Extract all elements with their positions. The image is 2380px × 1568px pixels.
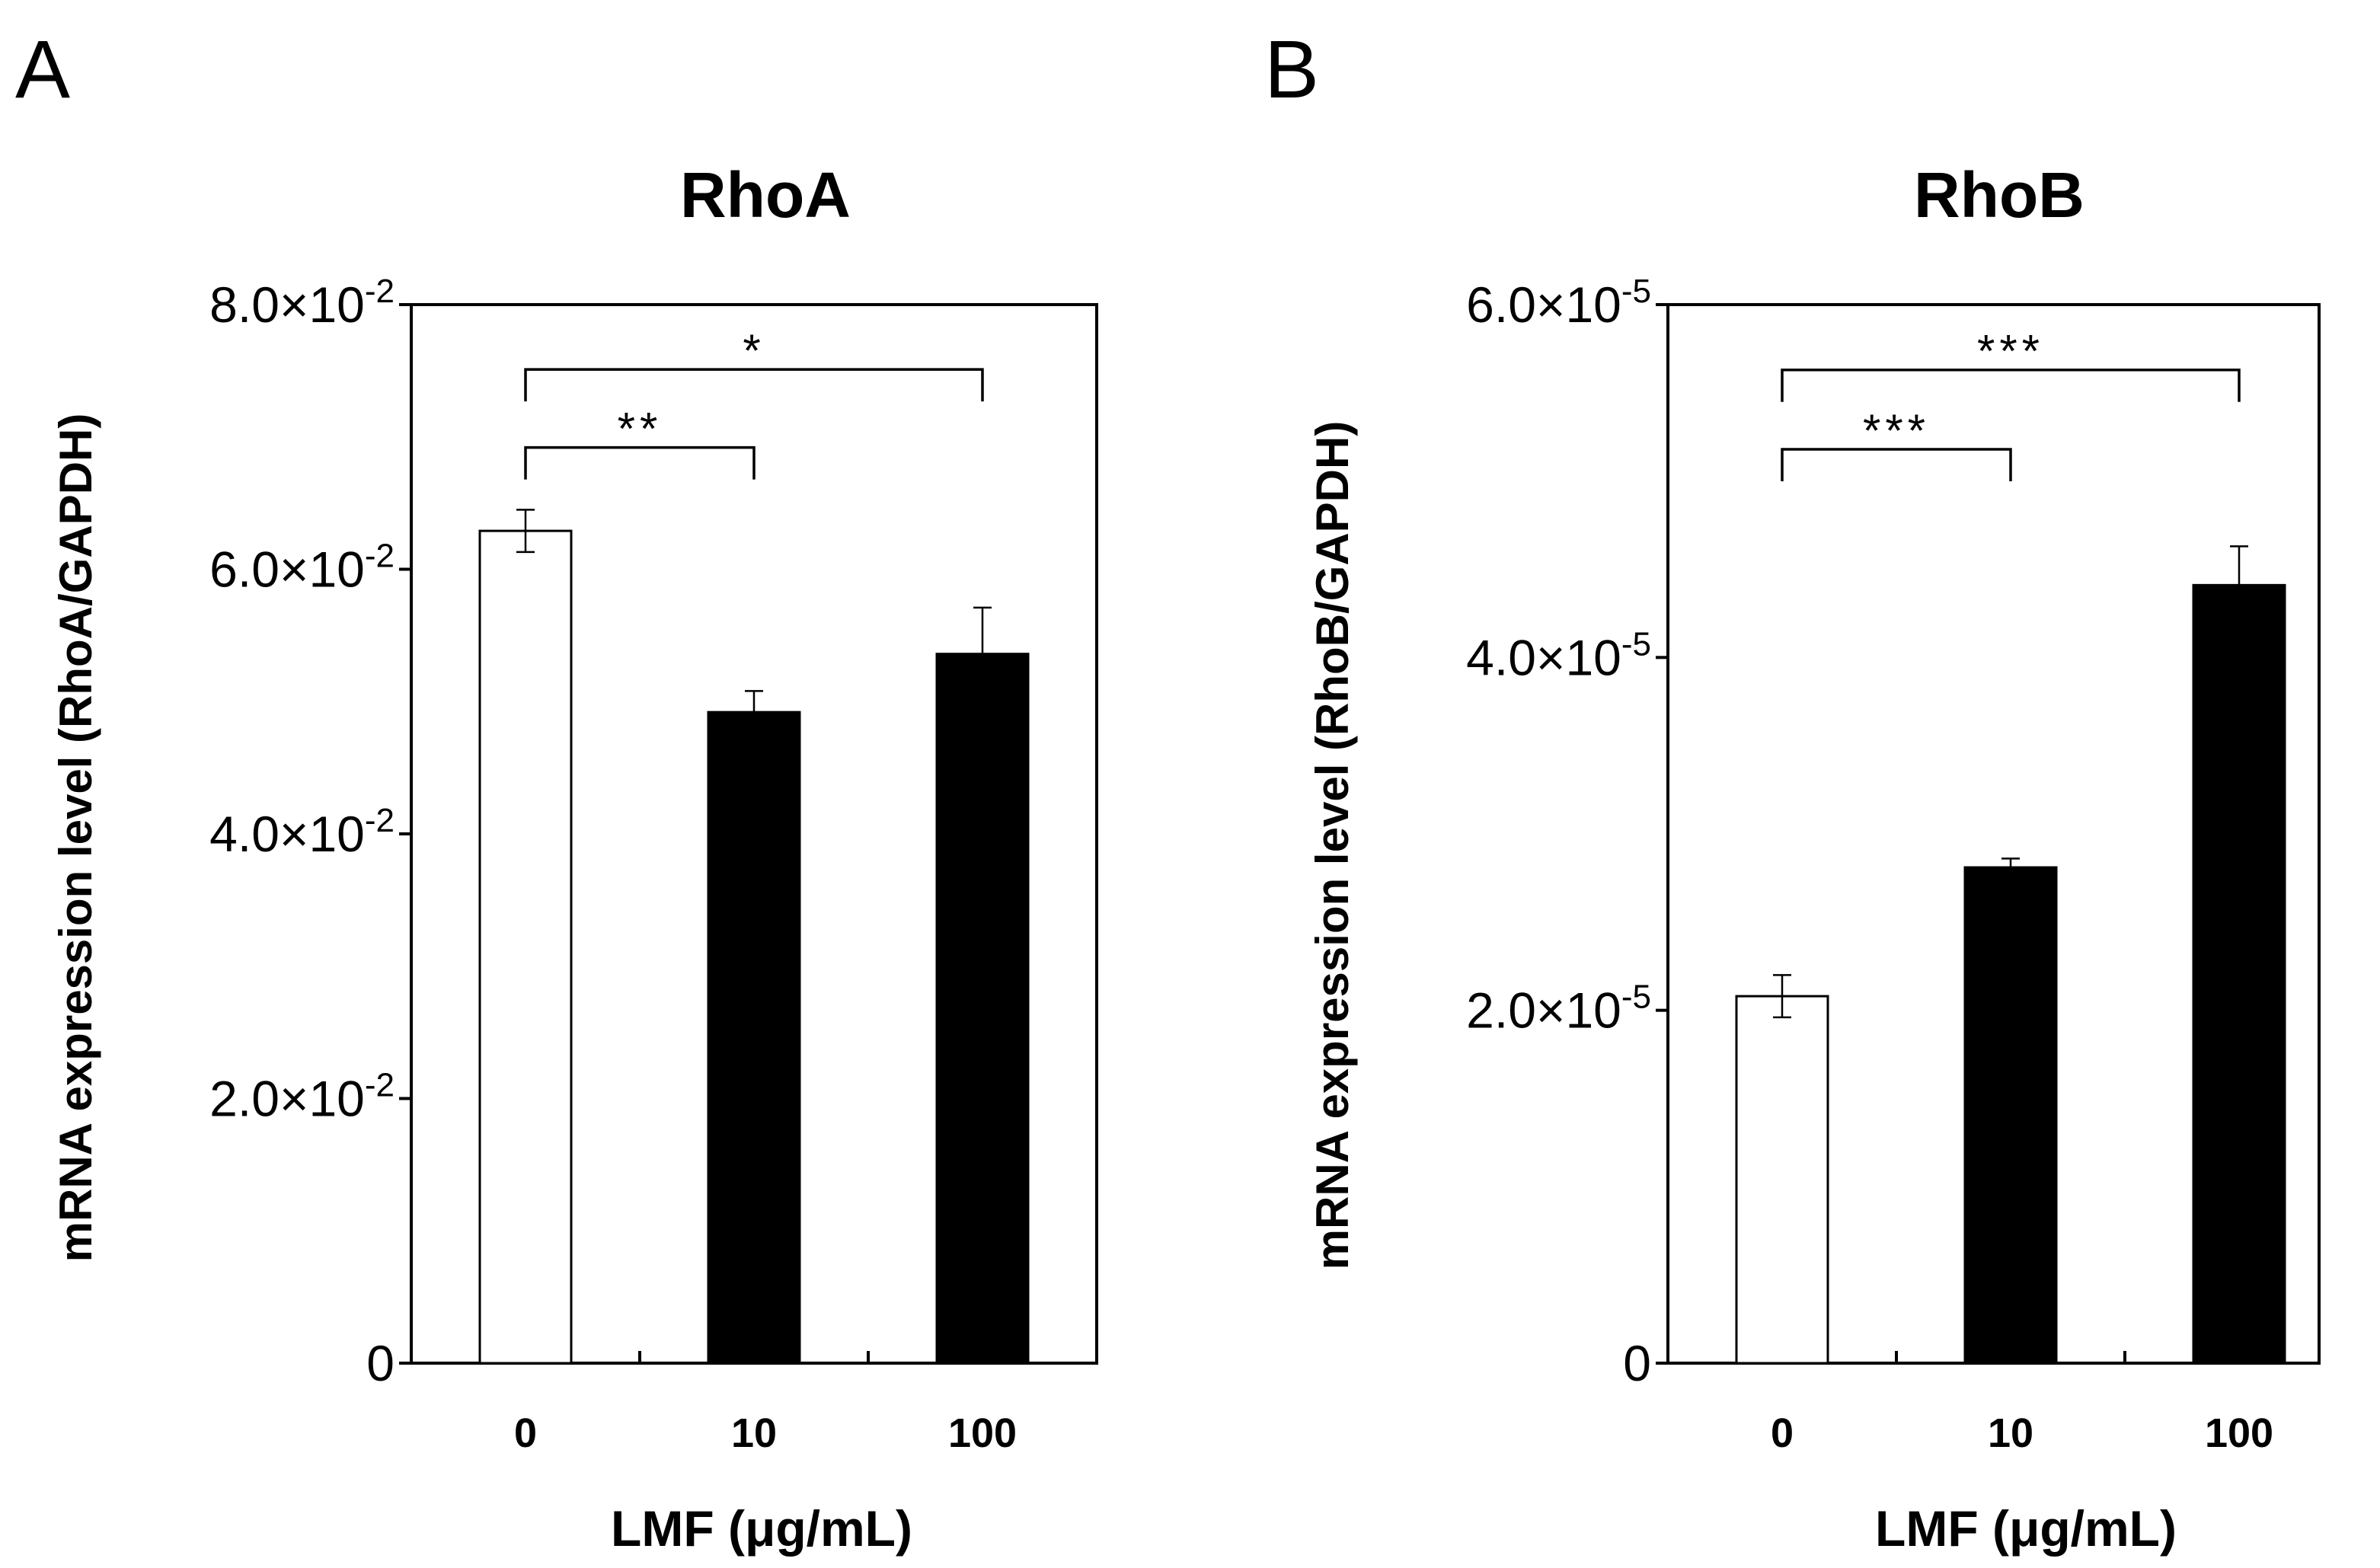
x-axis-label-rhob: LMF (μg/mL) — [1875, 1500, 2177, 1557]
y-axis-label-rhoa: mRNA expression level (RhoA/GAPDH) — [50, 414, 101, 1263]
x-category-label-rhoa: 0 — [514, 1410, 537, 1456]
panel-label-a: A — [15, 23, 70, 115]
y-tick-label-rhob: 2.0×10-5 — [1466, 979, 1651, 1039]
x-category-label-rhoa: 100 — [948, 1410, 1017, 1456]
y-tick-label-rhoa: 2.0×10-2 — [209, 1067, 395, 1127]
x-category-label-rhoa: 10 — [731, 1410, 777, 1456]
y-axis-label-rhob: mRNA expression level (RhoB/GAPDH) — [1307, 421, 1358, 1270]
y-tick-label-rhob: 0 — [1623, 1335, 1651, 1391]
x-category-label-rhob: 0 — [1771, 1410, 1794, 1456]
bar-rhob — [1735, 995, 1829, 1365]
y-tick-label-rhoa: 0 — [366, 1335, 395, 1391]
bar-rhoa — [935, 653, 1030, 1365]
bar-rhob — [2192, 583, 2286, 1365]
x-category-label-rhob: 10 — [1988, 1410, 2033, 1456]
significance-bracket-rhoa — [524, 445, 756, 480]
significance-bracket-rhob — [1781, 448, 2012, 481]
y-tick-label-rhoa: 4.0×10-2 — [209, 802, 395, 862]
significance-label-rhoa: ** — [618, 404, 663, 455]
y-tick-label-rhoa: 6.0×10-2 — [209, 538, 395, 598]
panel-label-b: B — [1264, 23, 1319, 115]
y-tick-label-rhob: 4.0×10-5 — [1466, 625, 1651, 685]
panel-b-rhob-chart: B RhoB LMF (μg/mL) mRNA expression level… — [1264, 23, 2321, 1557]
panel-a-rhoa-chart: A RhoA LMF (μg/mL) mRNA expression level… — [15, 23, 1098, 1557]
significance-label-rhoa: * — [743, 325, 765, 376]
bar-rhoa — [478, 529, 573, 1365]
significance-label-rhob: *** — [1863, 405, 1930, 456]
bar-rhoa — [707, 711, 801, 1365]
chart-title-rhob: RhoB — [1914, 159, 2084, 231]
x-axis-label-rhoa: LMF (μg/mL) — [611, 1500, 912, 1557]
chart-title-rhoa: RhoA — [680, 159, 851, 231]
y-tick-label-rhob: 6.0×10-5 — [1466, 273, 1651, 333]
significance-bracket-rhoa — [524, 368, 984, 402]
bar-rhob — [1963, 866, 2058, 1365]
y-tick-label-rhoa: 8.0×10-2 — [209, 273, 395, 333]
significance-bracket-rhob — [1781, 368, 2241, 402]
significance-label-rhob: *** — [1977, 326, 2044, 377]
x-category-label-rhob: 100 — [2205, 1410, 2273, 1456]
